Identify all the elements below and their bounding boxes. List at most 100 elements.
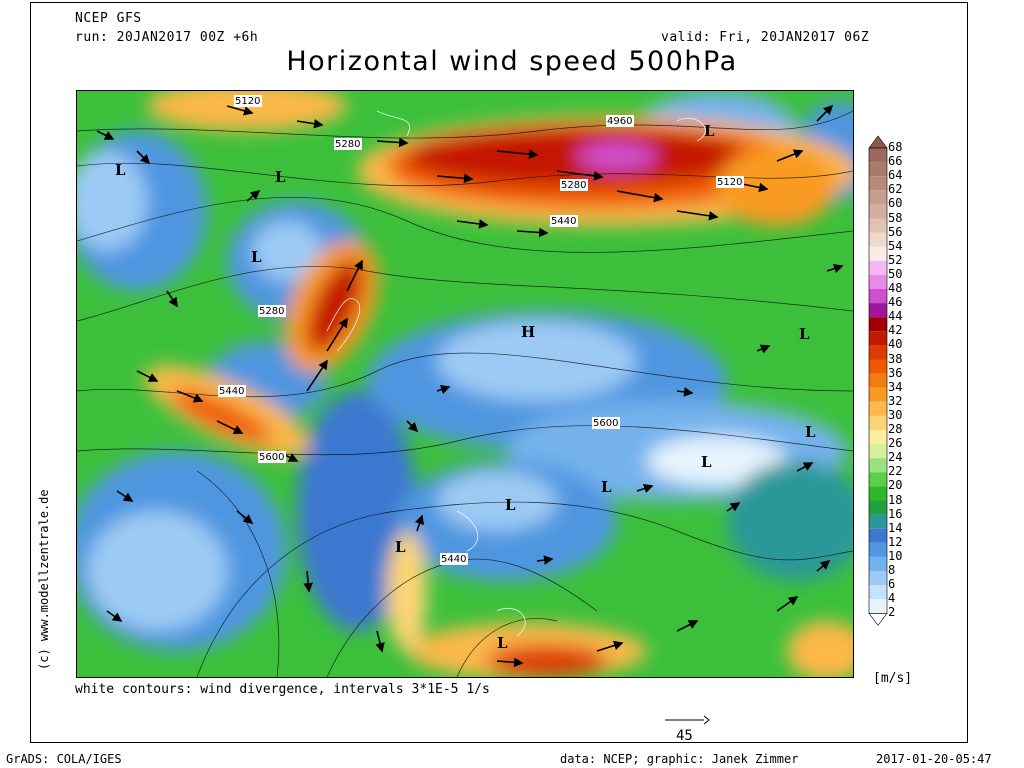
contour-label: 5600 — [593, 418, 618, 429]
colorbar-tick-label: 6 — [888, 577, 896, 592]
low-pressure-label: L — [704, 122, 715, 140]
colorbar-swatch — [869, 542, 887, 557]
colorbar-tick-label: 10 — [888, 548, 903, 563]
colorbar-swatch — [869, 528, 887, 543]
contour-label: 5600 — [259, 452, 284, 463]
run-label: run: 20JAN2017 00Z +6h — [75, 30, 259, 45]
colorbar-swatch — [869, 162, 887, 177]
low-pressure-label: L — [799, 325, 810, 343]
pressure-center-group: L L L L L L L L L L L H — [115, 122, 816, 652]
colorbar-tick-label: 42 — [888, 323, 903, 338]
colorbar-swatch — [869, 585, 887, 600]
scale-vector-value: 45 — [676, 728, 693, 744]
colorbar-swatch — [869, 472, 887, 487]
colorbar-swatch — [869, 204, 887, 219]
contour-label: 5120 — [717, 177, 742, 188]
colorbar-swatch — [869, 458, 887, 473]
wind-vectors — [96, 104, 844, 668]
scale-vector — [664, 712, 710, 731]
colorbar-swatch — [869, 415, 887, 430]
colorbar-swatch — [869, 444, 887, 459]
colorbar-tick-label: 60 — [888, 196, 903, 211]
contour-label: 5440 — [219, 386, 244, 397]
colorbar-swatch — [869, 176, 887, 191]
footer-timestamp: 2017-01-20-05:47 — [876, 752, 992, 766]
colorbar-tick-label: 4 — [888, 591, 896, 606]
wind-speed-colorbar — [868, 134, 888, 634]
plot-frame — [30, 2, 968, 743]
colorbar-swatch — [869, 571, 887, 586]
colorbar-swatches — [868, 135, 888, 626]
colorbar-tick-label: 2 — [888, 605, 896, 620]
colorbar-outline — [868, 147, 888, 614]
colorbar-swatch — [869, 514, 887, 529]
low-pressure-label: L — [701, 453, 712, 471]
colorbar-swatch — [869, 373, 887, 388]
colorbar-tick-label: 56 — [888, 224, 903, 239]
low-pressure-label: L — [115, 161, 126, 179]
colorbar-tick-label: 38 — [888, 351, 903, 366]
contour-label: 5280 — [561, 180, 586, 191]
divergence-note: white contours: wind divergence, interva… — [75, 682, 490, 697]
colorbar-tick-label: 48 — [888, 281, 903, 295]
low-pressure-label: L — [251, 248, 262, 266]
contour-label: 5440 — [551, 216, 576, 227]
contour-label-group: 5120 5280 4960 5120 5280 5440 5280 5440 … — [218, 95, 744, 565]
footer-credit: data: NCEP; graphic: Janek Zimmer — [560, 752, 799, 766]
colorbar-swatch — [869, 289, 887, 304]
colorbar-tick-label: 34 — [888, 379, 903, 394]
colorbar-tick-label: 36 — [888, 365, 903, 380]
low-pressure-label: L — [395, 538, 406, 556]
colorbar-swatch — [869, 274, 887, 289]
colorbar-swatch — [869, 387, 887, 402]
colorbar-tick-label: 46 — [888, 295, 903, 310]
colorbar-tick-label: 68 — [888, 140, 903, 154]
colorbar-unit: [m/s] — [873, 671, 913, 686]
colorbar-bottom-arrow — [868, 613, 888, 626]
colorbar-top-arrow — [868, 135, 888, 149]
low-pressure-label: L — [505, 496, 516, 514]
colorbar-swatch — [869, 260, 887, 275]
colorbar-tick-label: 20 — [888, 478, 903, 493]
colorbar-swatch — [869, 556, 887, 571]
colorbar-swatch — [869, 359, 887, 374]
colorbar-swatch — [869, 345, 887, 360]
colorbar-tick-label: 44 — [888, 309, 903, 324]
low-pressure-label: L — [601, 478, 612, 496]
low-pressure-label: L — [805, 423, 816, 441]
colorbar-swatch — [869, 246, 887, 261]
footer-software: GrADS: COLA/IGES — [6, 752, 122, 766]
credit-text: (c) www.modellzentrale.de — [37, 489, 51, 670]
colorbar-swatch — [869, 331, 887, 346]
high-pressure-label: H — [521, 323, 535, 341]
colorbar-swatch — [869, 486, 887, 501]
colorbar-tick-label: 52 — [888, 252, 903, 267]
colorbar-tick-label: 30 — [888, 407, 903, 422]
model-label: NCEP GFS — [75, 11, 142, 26]
divergence-contours — [326, 110, 706, 637]
colorbar-swatch — [869, 218, 887, 233]
map-title: Horizontal wind speed 500hPa — [286, 46, 738, 77]
colorbar-tick-label: 50 — [888, 266, 903, 281]
contour-label: 4960 — [607, 116, 632, 127]
colorbar-tick-label: 22 — [888, 464, 903, 479]
colorbar-swatch — [869, 599, 887, 614]
colorbar-tick-label: 18 — [888, 492, 903, 507]
colorbar-tick-label: 40 — [888, 337, 903, 352]
low-pressure-label: L — [497, 634, 508, 652]
low-pressure-label: L — [275, 168, 286, 186]
colorbar-tick-label: 54 — [888, 238, 903, 253]
valid-label: valid: Fri, 20JAN2017 06Z — [661, 30, 870, 45]
colorbar-tick-label: 58 — [888, 210, 903, 225]
colorbar-tick-label: 28 — [888, 422, 903, 436]
colorbar-tick-label: 24 — [888, 450, 903, 465]
colorbar-tick-label: 14 — [888, 520, 903, 535]
colorbar-swatch — [869, 401, 887, 416]
colorbar-swatch — [869, 303, 887, 318]
colorbar-swatch — [869, 500, 887, 515]
colorbar-swatch — [869, 430, 887, 445]
colorbar-swatch — [869, 317, 887, 332]
contour-label: 5440 — [441, 554, 466, 565]
wind-speed-map: 5120 5280 4960 5120 5280 5440 5280 5440 … — [76, 90, 854, 678]
colorbar-tick-label: 32 — [888, 393, 903, 408]
